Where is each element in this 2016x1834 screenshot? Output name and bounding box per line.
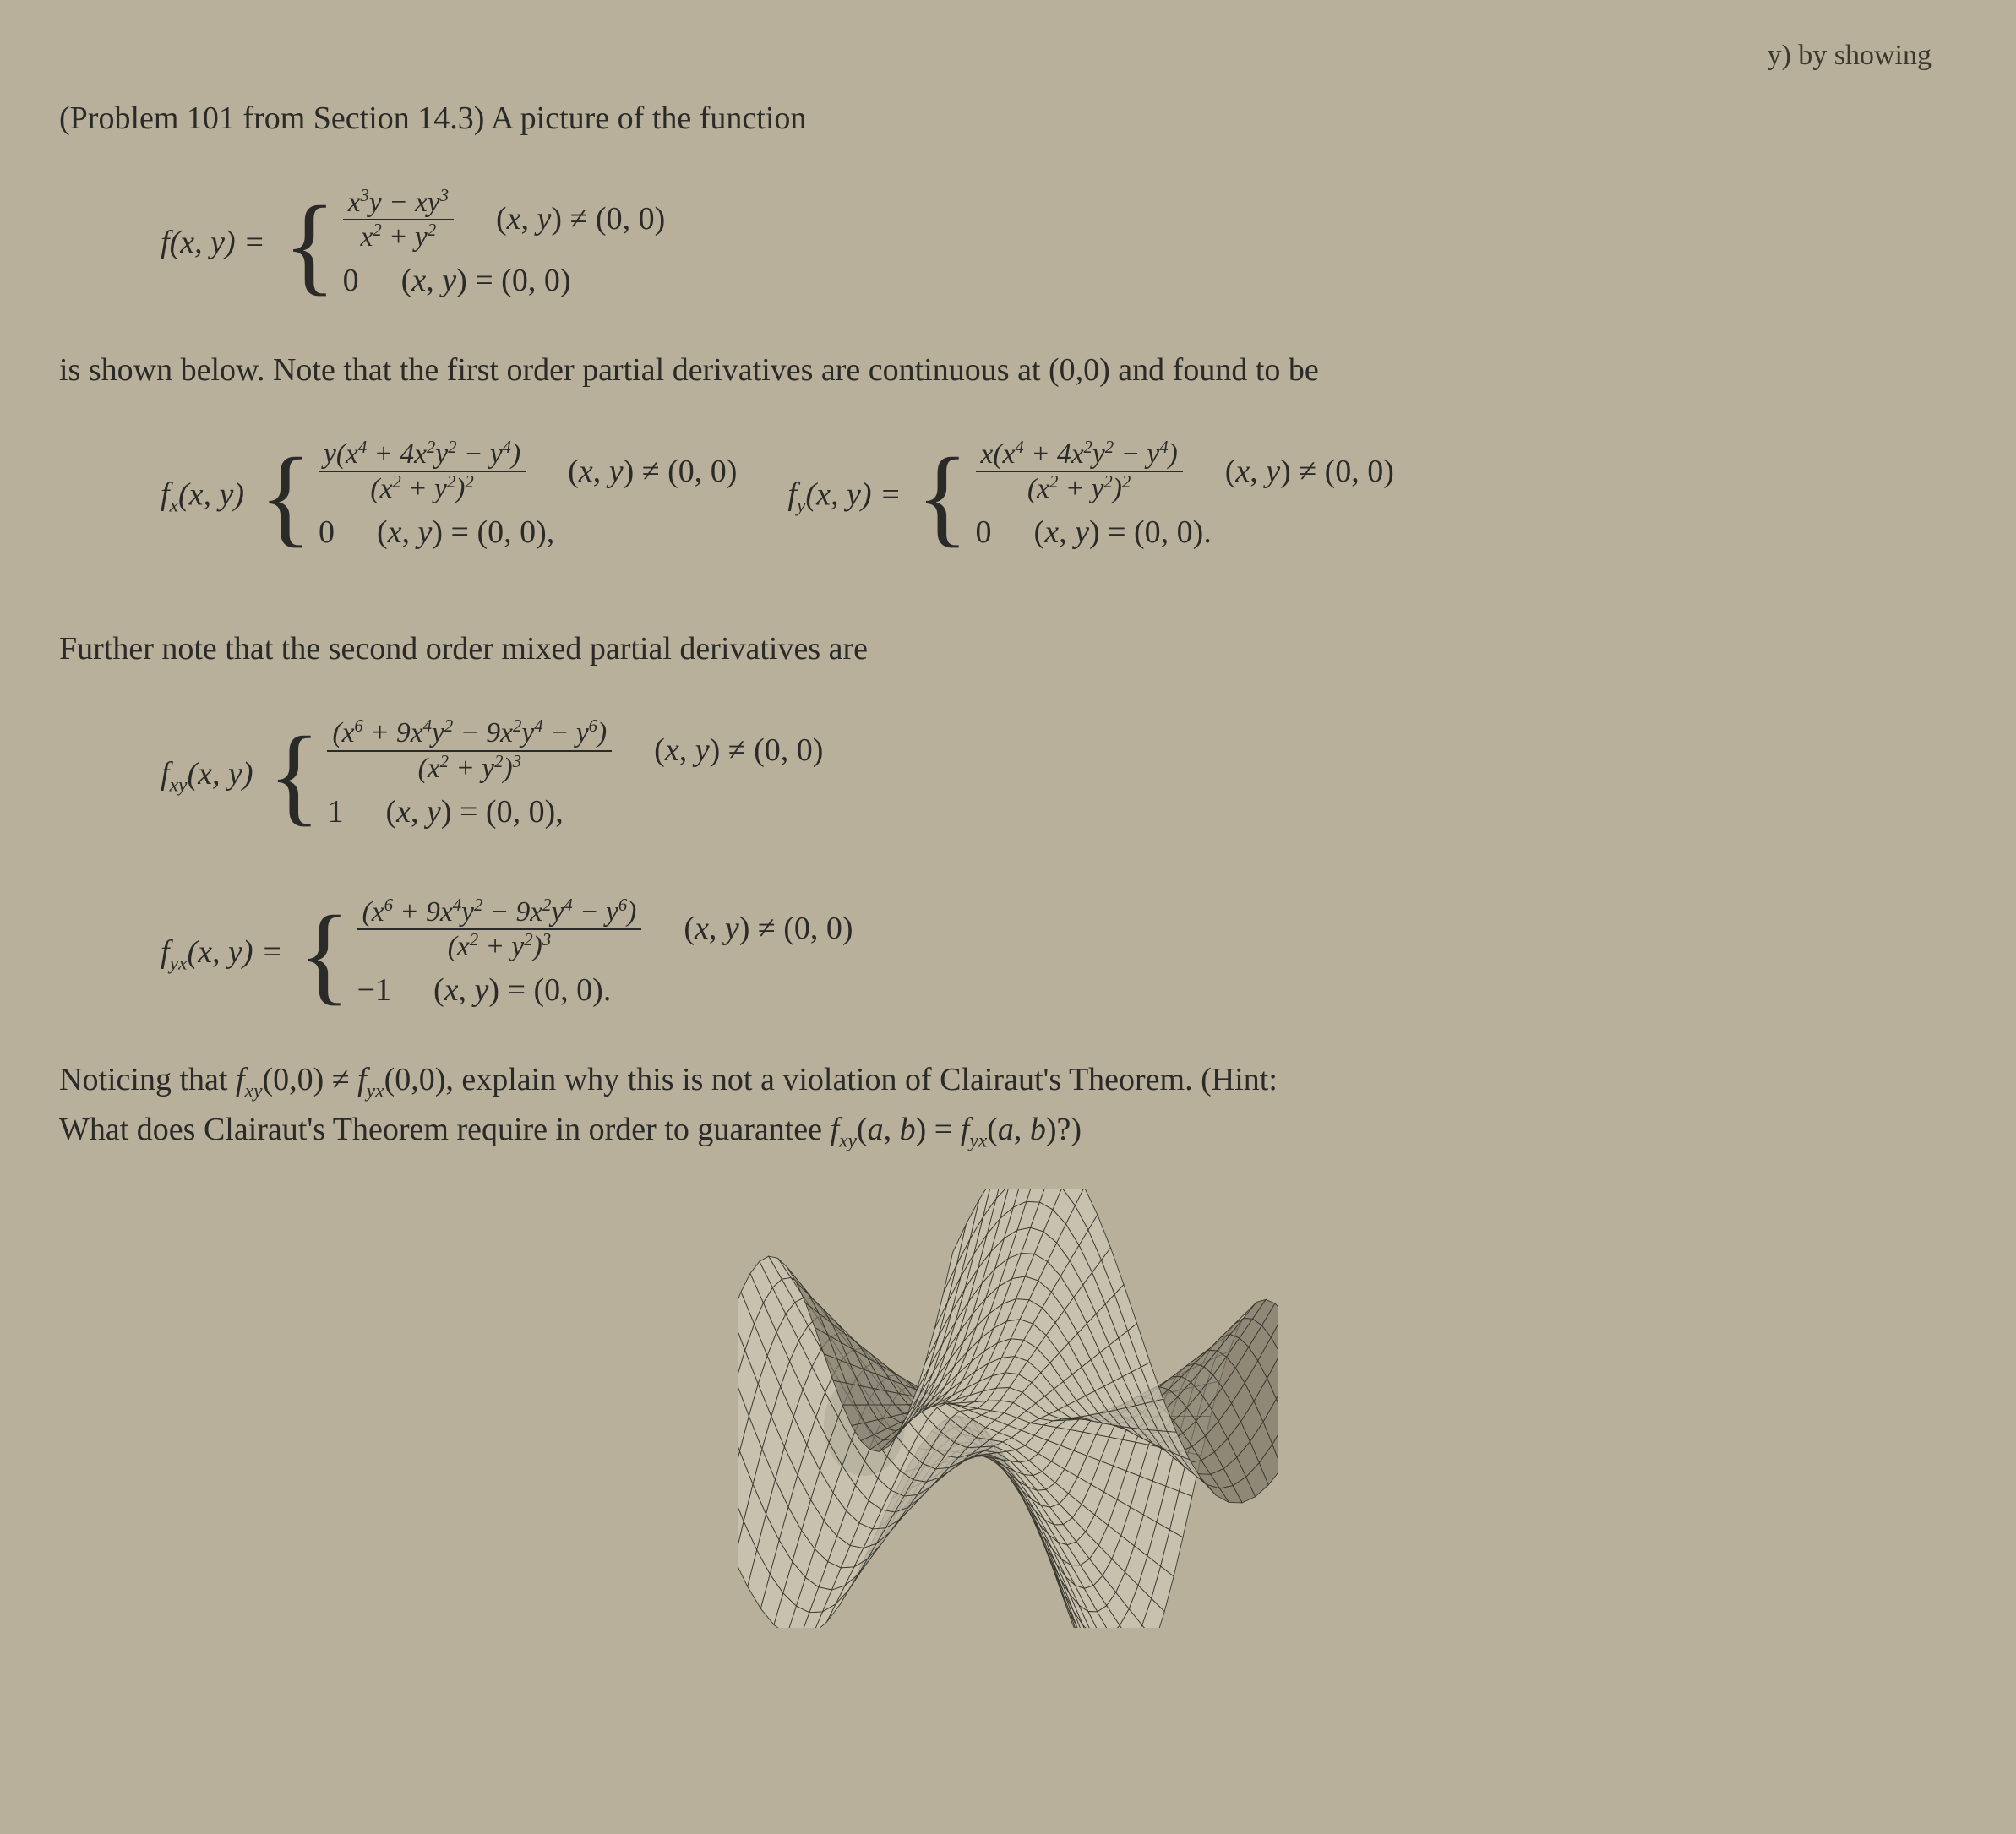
fxy-block: fxy(x, y) { (x6 + 9x4y2 − 9x2y4 − y6) (x…	[161, 691, 1957, 862]
fx-case1-den: (x2 + y2)2	[319, 472, 526, 503]
fxy-case1-cond: (x, y) ≠ (0, 0)	[654, 728, 823, 773]
fyx-case1-den: (x2 + y2)3	[357, 930, 642, 961]
f-case2-cond: (x, y) = (0, 0)	[401, 259, 571, 303]
f-case2-expr: 0	[343, 259, 359, 303]
fy-case2-expr: 0	[976, 510, 992, 555]
conclusion-line-1: Noticing that fxy(0,0) ≠ fyx(0,0), expla…	[59, 1062, 1278, 1097]
fx-case2-cond: (x, y) = (0, 0),	[377, 510, 554, 555]
fxy-case1-den: (x2 + y2)3	[327, 752, 612, 783]
fyx-case2-expr: −1	[357, 968, 391, 1013]
fy-case2-cond: (x, y) = (0, 0).	[1034, 510, 1212, 555]
f-definition: f(x, y) = { x3y − xy3 x2 + y2 (x, y) ≠ (…	[161, 161, 1957, 331]
fyx-case1-num: (x6 + 9x4y2 − 9x2y4 − y6)	[357, 897, 642, 930]
page: y) by showing (Problem 101 from Section …	[0, 0, 2016, 1694]
fyx-case2-cond: (x, y) = (0, 0).	[433, 968, 611, 1013]
fy-case1-num: x(x4 + 4x2y2 − y4)	[976, 439, 1183, 472]
surface-plot	[59, 1189, 1957, 1643]
f-lhs: f(x, y) =	[161, 225, 265, 260]
fy-case1-cond: (x, y) ≠ (0, 0)	[1225, 449, 1394, 494]
fxy-case1-num: (x6 + 9x4y2 − 9x2y4 − y6)	[327, 718, 612, 751]
fx-case1-cond: (x, y) ≠ (0, 0)	[568, 449, 737, 494]
fyx-case1-cond: (x, y) ≠ (0, 0)	[684, 906, 853, 951]
fx-case1-num: y(x4 + 4x2y2 − y4)	[319, 439, 526, 472]
header-fragment: y) by showing	[59, 34, 1957, 79]
fy-case1-den: (x2 + y2)2	[976, 472, 1183, 503]
first-order-derivatives: fx(x, y) { y(x4 + 4x2y2 − y4) (x2 + y2)2…	[161, 412, 1957, 583]
f-case1-num: x3y − xy3	[343, 188, 454, 220]
surface-svg	[738, 1189, 1278, 1628]
f-case1-den: x2 + y2	[343, 220, 454, 252]
second-order-note: Further note that the second order mixed…	[59, 624, 1957, 674]
fx-case2-expr: 0	[319, 510, 335, 555]
f-case1-cond: (x, y) ≠ (0, 0)	[496, 197, 665, 242]
first-order-note: is shown below. Note that the first orde…	[59, 346, 1957, 395]
problem-heading: (Problem 101 from Section 14.3) A pictur…	[59, 94, 1957, 144]
conclusion-para: Noticing that fxy(0,0) ≠ fyx(0,0), expla…	[59, 1055, 1957, 1155]
fyx-block: fyx(x, y) = { (x6 + 9x4y2 − 9x2y4 − y6) …	[161, 870, 1957, 1041]
conclusion-line-2: What does Clairaut's Theorem require in …	[59, 1112, 1082, 1147]
fxy-case2-cond: (x, y) = (0, 0),	[385, 790, 563, 835]
fy-block: fy(x, y) = { x(x4 + 4x2y2 − y4) (x2 + y2…	[787, 412, 1394, 583]
fxy-case2-expr: 1	[327, 790, 343, 835]
fx-block: fx(x, y) { y(x4 + 4x2y2 − y4) (x2 + y2)2…	[161, 412, 737, 583]
